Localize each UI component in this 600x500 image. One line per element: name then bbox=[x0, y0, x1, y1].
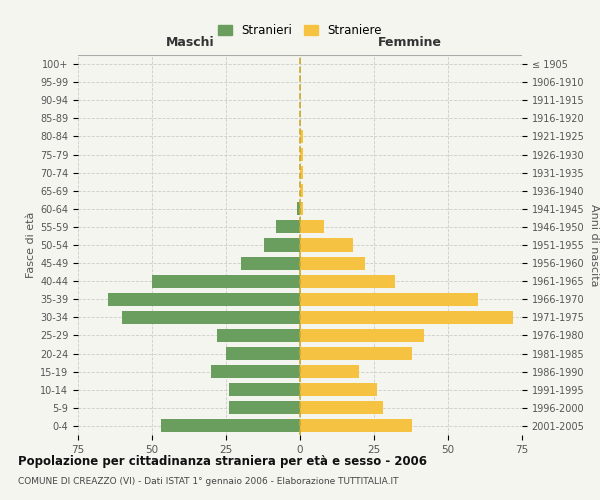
Bar bbox=[152, 274, 300, 287]
Y-axis label: Fasce di età: Fasce di età bbox=[26, 212, 36, 278]
Bar bbox=[300, 166, 303, 179]
Bar bbox=[300, 220, 323, 234]
Text: Femmine: Femmine bbox=[377, 36, 442, 49]
Bar bbox=[226, 347, 300, 360]
Bar bbox=[300, 274, 395, 287]
Bar bbox=[300, 148, 303, 161]
Bar bbox=[107, 293, 300, 306]
Bar bbox=[229, 383, 300, 396]
Bar bbox=[300, 402, 383, 414]
Text: Popolazione per cittadinanza straniera per età e sesso - 2006: Popolazione per cittadinanza straniera p… bbox=[18, 455, 427, 468]
Bar bbox=[229, 402, 300, 414]
Text: Maschi: Maschi bbox=[166, 36, 215, 49]
Bar bbox=[277, 220, 300, 234]
Legend: Stranieri, Straniere: Stranieri, Straniere bbox=[213, 19, 387, 42]
Bar bbox=[300, 347, 412, 360]
Text: COMUNE DI CREAZZO (VI) - Dati ISTAT 1° gennaio 2006 - Elaborazione TUTTITALIA.IT: COMUNE DI CREAZZO (VI) - Dati ISTAT 1° g… bbox=[18, 476, 398, 486]
Bar bbox=[211, 365, 300, 378]
Bar bbox=[300, 420, 412, 432]
Bar bbox=[217, 329, 300, 342]
Bar bbox=[241, 256, 300, 270]
Bar bbox=[300, 383, 377, 396]
Bar bbox=[300, 202, 303, 215]
Bar bbox=[297, 202, 300, 215]
Bar bbox=[161, 420, 300, 432]
Bar bbox=[300, 293, 478, 306]
Bar bbox=[300, 256, 365, 270]
Bar bbox=[300, 184, 303, 197]
Bar bbox=[300, 130, 303, 143]
Bar bbox=[300, 365, 359, 378]
Bar bbox=[122, 311, 300, 324]
Y-axis label: Anni di nascita: Anni di nascita bbox=[589, 204, 599, 286]
Bar bbox=[300, 311, 513, 324]
Bar bbox=[265, 238, 300, 252]
Bar bbox=[300, 329, 424, 342]
Bar bbox=[300, 238, 353, 252]
